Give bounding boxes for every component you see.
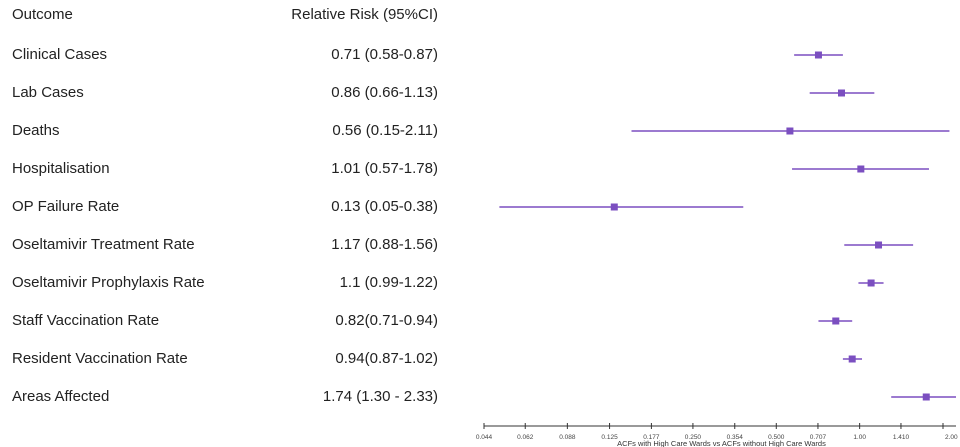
relative-risk-value: 0.82(0.71-0.94) (335, 312, 438, 329)
relative-risk-value: 1.17 (0.88-1.56) (331, 236, 438, 253)
outcome-label: Oseltamivir Prophylaxis Rate (12, 274, 205, 291)
point-estimate-marker (875, 241, 883, 249)
relative-risk-value: 0.94(0.87-1.02) (335, 350, 438, 367)
relative-risk-value: 0.13 (0.05-0.38) (331, 198, 438, 215)
outcome-label: Oseltamivir Treatment Rate (12, 236, 195, 253)
x-axis-tick-label: 1.00 (853, 434, 866, 441)
x-axis-tick-label: 0.177 (643, 434, 660, 441)
x-axis-tick-label: 0.354 (727, 434, 744, 441)
point-estimate-marker (786, 127, 794, 135)
outcome-label: Hospitalisation (12, 160, 110, 177)
outcome-label: Lab Cases (12, 84, 84, 101)
outcome-label: Deaths (12, 122, 60, 139)
outcome-label: Clinical Cases (12, 46, 108, 63)
point-estimate-marker (838, 89, 846, 97)
x-axis-label: ACFs with High Care Wards vs ACFs withou… (617, 439, 826, 447)
x-axis-tick-label: 0.125 (601, 434, 618, 441)
x-axis-tick-label: 0.062 (517, 434, 534, 441)
point-estimate-marker (922, 393, 930, 401)
outcome-label: OP Failure Rate (12, 198, 120, 215)
point-estimate-marker (848, 355, 856, 363)
point-estimate-marker (867, 279, 875, 287)
x-axis-tick-label: 1.410 (893, 434, 910, 441)
x-axis-tick-label: 0.500 (768, 434, 785, 441)
outcome-column-header: Outcome (12, 6, 73, 23)
point-estimate-marker (857, 165, 865, 173)
x-axis-tick-label: 0.250 (685, 434, 702, 441)
relative-risk-value: 1.01 (0.57-1.78) (331, 160, 438, 177)
x-axis-tick-label: 2.00 (945, 434, 958, 441)
relative-risk-column-header: Relative Risk (95%CI) (291, 6, 438, 23)
x-axis-tick-label: 0.044 (476, 434, 493, 441)
outcome-label: Staff Vaccination Rate (12, 312, 160, 329)
outcome-label: Areas Affected (12, 388, 110, 405)
point-estimate-marker (832, 317, 840, 325)
relative-risk-value: 1.74 (1.30 - 2.33) (322, 388, 438, 405)
relative-risk-value: 0.71 (0.58-0.87) (331, 46, 438, 63)
relative-risk-value: 0.86 (0.66-1.13) (331, 84, 438, 101)
point-estimate-marker (610, 203, 618, 211)
x-axis-tick-label: 0.707 (810, 434, 827, 441)
x-axis-tick-label: 0.088 (559, 434, 576, 441)
relative-risk-value: 1.1 (0.99-1.22) (339, 274, 438, 291)
relative-risk-value: 0.56 (0.15-2.11) (332, 122, 438, 139)
point-estimate-marker (814, 51, 822, 59)
outcome-label: Resident Vaccination Rate (12, 350, 188, 367)
